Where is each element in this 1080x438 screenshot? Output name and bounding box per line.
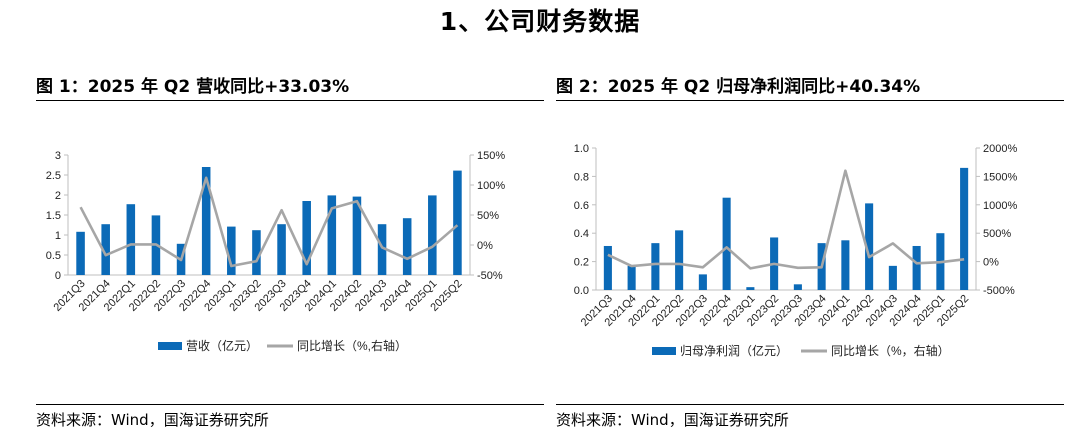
figure-2-bottom-rule [556, 404, 1064, 405]
bar [865, 203, 874, 290]
legend-bar-label: 营收（亿元） [186, 338, 258, 353]
bar [252, 230, 261, 275]
figure-2-top-rule [556, 100, 1064, 101]
right-y-tick-label: -500% [983, 285, 1015, 297]
figure-2-panel: 图 2：2025 年 Q2 归母净利润同比+40.34% 0.0 0.2 0.4 0.… [556, 64, 1064, 438]
bar [227, 226, 236, 275]
bar [201, 167, 211, 275]
legend-bar-label: 归母净利润（亿元） [680, 343, 788, 358]
bar [428, 195, 437, 275]
bar [402, 218, 412, 275]
figure-1-panel: 图 1：2025 年 Q2 营收同比+33.03% 0 0.5 1 1.5 2 2.5 3 -… [36, 64, 544, 438]
right-y-tick-label: 150% [477, 150, 505, 162]
bar [888, 265, 897, 290]
bar [746, 287, 755, 290]
bar [651, 243, 660, 290]
right-y-tick-label: 100% [477, 180, 505, 192]
left-y-tick-label: 1.0 [574, 143, 589, 155]
left-y-tick-label: 1 [55, 230, 61, 242]
left-y-tick-label: 0.5 [46, 250, 61, 262]
bar [377, 224, 387, 275]
section-title: 1、公司财务数据 [439, 7, 641, 36]
net-profit-chart: 0.0 0.2 0.4 0.6 0.8 1.0 -500% 0% 500% 1000% 1500% 2… [574, 143, 1018, 358]
left-y-tick-label: 0.4 [574, 228, 589, 240]
bar [277, 224, 286, 275]
right-y-tick-label: 50% [477, 210, 499, 222]
bar [912, 245, 921, 290]
left-y-tick-label: 0 [55, 270, 61, 282]
figure-1-top-rule [36, 100, 544, 101]
bar [76, 231, 85, 275]
figure-2-title: 图 2：2025 年 Q2 归母净利润同比+40.34% [556, 77, 921, 97]
left-y-tick-label: 0.2 [574, 257, 589, 269]
legend-bar-swatch [652, 347, 676, 355]
right-y-tick-label: 0% [983, 257, 999, 269]
right-y-tick-label: 1000% [983, 200, 1017, 212]
legend-line-label: 同比增长（%,右轴） [297, 338, 407, 353]
left-y-tick-label: 2.5 [46, 170, 61, 182]
right-y-tick-label: 2000% [983, 143, 1017, 155]
bar [126, 204, 136, 275]
bar [453, 170, 462, 275]
left-y-tick-label: 0.0 [574, 285, 589, 297]
left-y-tick-label: 1.5 [46, 210, 61, 222]
figure-1-source: 资料来源：Wind，国海证券研究所 [36, 411, 269, 429]
right-y-tick-label: 1500% [983, 171, 1017, 183]
bar [793, 284, 802, 290]
bar [302, 201, 311, 275]
bar [722, 197, 731, 290]
figure-1-bottom-rule [36, 404, 544, 405]
left-y-tick-label: 3 [55, 150, 61, 162]
figure-1-title: 图 1：2025 年 Q2 营收同比+33.03% [36, 77, 350, 97]
right-y-tick-label: -50% [477, 270, 503, 282]
legend-line-label: 同比增长（%，右轴） [831, 343, 950, 358]
revenue-chart: 00.511.522.53-50%0%50%100%150%2021Q32021… [46, 150, 506, 353]
bar [698, 274, 707, 290]
bar [675, 230, 684, 290]
right-y-tick-label: 500% [983, 228, 1011, 240]
bar [327, 195, 337, 275]
bar [627, 265, 636, 290]
bar [603, 245, 612, 290]
yoy-growth-line [79, 176, 459, 268]
left-y-tick-label: 2 [55, 190, 61, 202]
right-y-tick-label: 0% [477, 240, 493, 252]
bar [101, 224, 110, 275]
legend-bar-swatch [158, 342, 182, 350]
bar [352, 196, 362, 275]
left-y-tick-label: 0.6 [574, 200, 589, 212]
yoy-growth-line [607, 169, 965, 270]
bar [841, 240, 850, 290]
bar [960, 167, 969, 290]
left-y-tick-label: 0.8 [574, 171, 589, 183]
figure-2-source: 资料来源：Wind，国海证券研究所 [556, 411, 789, 429]
